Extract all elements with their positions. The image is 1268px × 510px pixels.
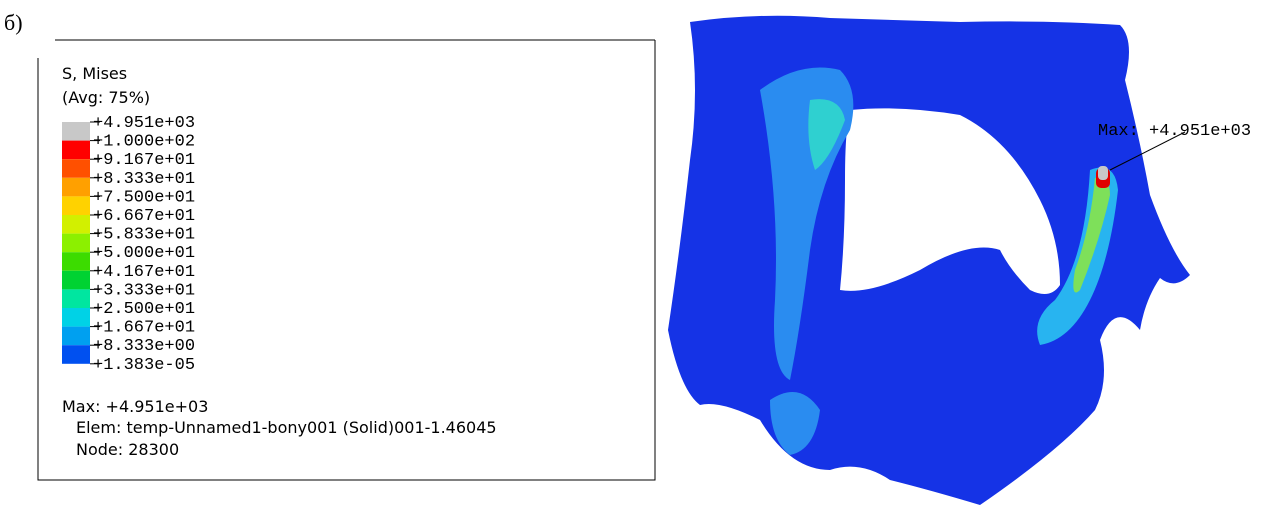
scale-label: +5.833e+01 [93, 226, 195, 245]
scale-label: +2.500e+01 [93, 300, 195, 319]
scale-label: +1.383e-05 [93, 356, 195, 375]
scale-label: +8.333e+00 [93, 337, 195, 356]
color-swatch [62, 271, 90, 290]
scale-label: +1.000e+02 [93, 133, 195, 152]
scale-label: +1.667e+01 [93, 319, 195, 338]
legend-subtitle: (Avg: 75%) [62, 88, 150, 107]
scale-label: +4.167e+01 [93, 263, 195, 282]
color-swatch [62, 308, 90, 327]
color-swatch [62, 215, 90, 234]
legend-title: S, Mises [62, 64, 127, 83]
scale-label: +3.333e+01 [93, 281, 195, 300]
max-annotation: Max: +4.951e+03 [1098, 122, 1251, 141]
scale-label: +8.333e+01 [93, 170, 195, 189]
scale-label: +4.951e+03 [93, 114, 195, 133]
scale-label: +7.500e+01 [93, 188, 195, 207]
page: б) S, Mises (Avg: 75%) +4.951e+03+1.000e… [0, 0, 1268, 510]
figure: б) S, Mises (Avg: 75%) +4.951e+03+1.000e… [0, 0, 1268, 510]
figure-label: б) [4, 10, 23, 35]
color-swatch [62, 159, 90, 178]
color-swatch [62, 234, 90, 253]
color-swatch [62, 252, 90, 271]
legend-elem: Elem: temp-Unnamed1-bony001 (Solid)001-1… [76, 418, 497, 437]
scale-label: +6.667e+01 [93, 207, 195, 226]
color-swatch [62, 289, 90, 308]
color-swatch [62, 122, 90, 141]
color-swatch [62, 345, 90, 364]
scale-label: +5.000e+01 [93, 244, 195, 263]
color-scale: +4.951e+03+1.000e+02+9.167e+01+8.333e+01… [62, 114, 195, 375]
color-swatch [62, 141, 90, 160]
legend-max: Max: +4.951e+03 [62, 397, 208, 416]
color-swatch [62, 196, 90, 215]
legend-node: Node: 28300 [76, 440, 179, 459]
fe-model [668, 16, 1190, 505]
scale-label: +9.167e+01 [93, 151, 195, 170]
color-swatch [62, 178, 90, 197]
color-swatch [62, 327, 90, 346]
